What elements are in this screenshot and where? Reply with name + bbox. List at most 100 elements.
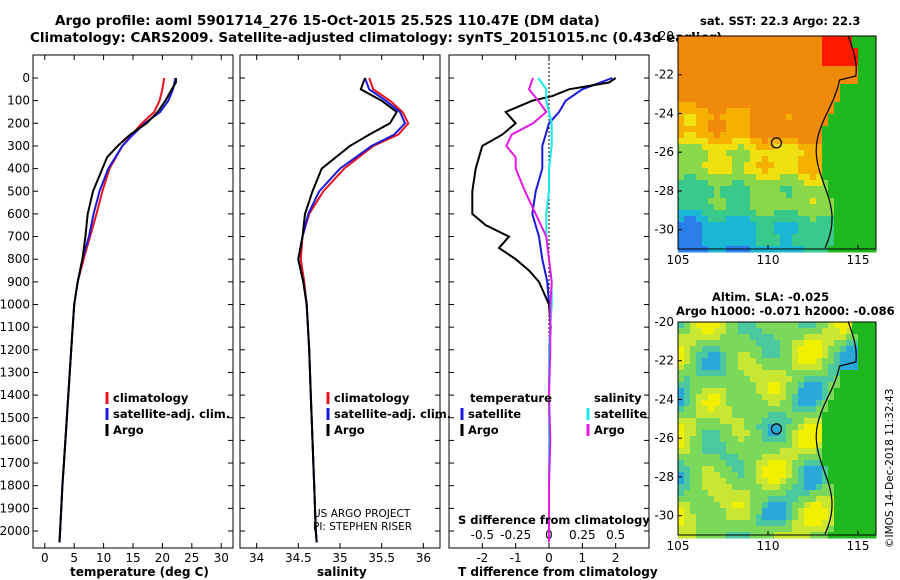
map-cell: [720, 210, 727, 217]
map-cell: [864, 376, 871, 383]
x-tick-label: -2: [476, 551, 488, 565]
map-cell: [762, 210, 769, 217]
map-cell: [738, 502, 745, 509]
map-cell: [780, 138, 787, 145]
map-cell: [864, 240, 871, 247]
map-cell: [774, 120, 781, 127]
map-cell: [858, 472, 865, 479]
map-cell: [804, 406, 811, 413]
map-cell: [792, 526, 799, 533]
map-cell: [744, 376, 751, 383]
map-cell: [696, 418, 703, 425]
map-cell: [804, 418, 811, 425]
map-cell: [780, 132, 787, 139]
map-cell: [768, 352, 775, 359]
map-cell: [726, 54, 733, 61]
map-cell: [822, 42, 829, 49]
map-cell: [822, 328, 829, 335]
map-cell: [792, 346, 799, 353]
map-cell: [810, 90, 817, 97]
map-cell: [684, 334, 691, 341]
map-cell: [840, 376, 847, 383]
map-cell: [756, 156, 763, 163]
map-cell: [750, 442, 757, 449]
map-cell: [726, 364, 733, 371]
map-cell: [822, 126, 829, 133]
map-cell: [798, 394, 805, 401]
map-cell: [846, 382, 853, 389]
map-cell: [804, 520, 811, 527]
map-cell: [804, 42, 811, 49]
map-cell: [762, 448, 769, 455]
map-cell: [804, 90, 811, 97]
map-cell: [774, 222, 781, 229]
map-cell: [852, 234, 859, 241]
map-cell: [774, 358, 781, 365]
map-cell: [846, 84, 853, 91]
map-cell: [834, 442, 841, 449]
map-cell: [822, 180, 829, 187]
map-cell: [846, 240, 853, 247]
map-cell: [780, 126, 787, 133]
map-cell: [786, 424, 793, 431]
map-cell: [756, 48, 763, 55]
map-cell: [798, 442, 805, 449]
map-cell: [750, 490, 757, 497]
map-cell: [678, 78, 685, 85]
map-cell: [846, 180, 853, 187]
map-cell: [834, 340, 841, 347]
map-cell: [768, 48, 775, 55]
map-cell: [738, 340, 745, 347]
map-cell: [816, 340, 823, 347]
map-cell: [708, 210, 715, 217]
map-cell: [678, 198, 685, 205]
map-cell: [852, 358, 859, 365]
map-cell: [714, 210, 721, 217]
s-tick-label: -0.5: [471, 528, 494, 542]
map-cell: [810, 168, 817, 175]
map-cell: [822, 102, 829, 109]
map-cell: [870, 346, 877, 353]
map-cell: [732, 334, 739, 341]
map-cell: [780, 358, 787, 365]
map-cell: [726, 418, 733, 425]
map-cell: [762, 328, 769, 335]
map-cell: [864, 66, 871, 73]
map-cell: [798, 526, 805, 533]
map-cell: [786, 102, 793, 109]
map-cell: [696, 102, 703, 109]
map-cell: [852, 496, 859, 503]
map-cell: [792, 490, 799, 497]
map-cell: [732, 484, 739, 491]
map-cell: [804, 162, 811, 169]
map-cell: [690, 514, 697, 521]
map-cell: [702, 328, 709, 335]
map-cell: [840, 108, 847, 115]
map-cell: [828, 60, 835, 67]
map-cell: [756, 126, 763, 133]
map-cell: [690, 388, 697, 395]
map-cell: [858, 436, 865, 443]
map-cell: [828, 114, 835, 121]
map-cell: [714, 234, 721, 241]
map-cell: [828, 334, 835, 341]
map-cell: [828, 364, 835, 371]
map-cell: [870, 454, 877, 461]
map-cell: [690, 406, 697, 413]
map-cell: [744, 138, 751, 145]
map-cell: [714, 376, 721, 383]
plot-frame: [239, 54, 441, 549]
map-cell: [684, 186, 691, 193]
x-tick-label: 20: [155, 551, 170, 565]
map-cell: [816, 484, 823, 491]
map-cell: [780, 430, 787, 437]
map-cell: [864, 48, 871, 55]
map-cell: [792, 376, 799, 383]
map-cell: [786, 54, 793, 61]
map-cell: [840, 150, 847, 157]
map-cell: [678, 210, 685, 217]
map-cell: [708, 406, 715, 413]
map-cell: [690, 144, 697, 151]
map-cell: [822, 54, 829, 61]
map-cell: [780, 216, 787, 223]
